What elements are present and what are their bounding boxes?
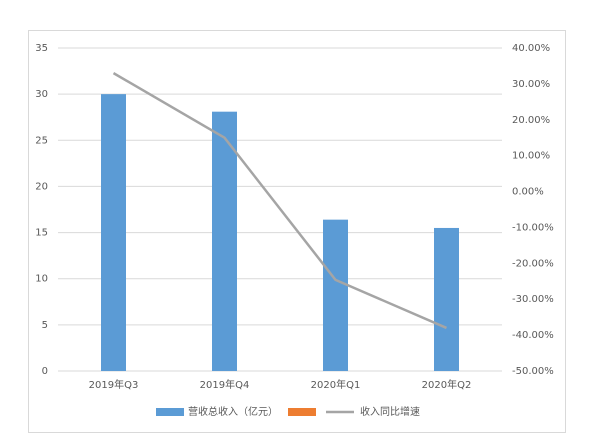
x-tick-label: 2020年Q2 bbox=[422, 378, 472, 391]
y2-tick-label: -40.00% bbox=[512, 330, 554, 341]
bar bbox=[434, 227, 459, 371]
y-tick-label: 10 bbox=[35, 274, 48, 285]
y-tick-label: 20 bbox=[35, 181, 48, 192]
y2-tick-label: -30.00% bbox=[512, 294, 554, 305]
y-tick-label: 15 bbox=[35, 228, 48, 239]
y-tick-label: 0 bbox=[42, 366, 48, 377]
x-tick-label: 2019年Q3 bbox=[89, 378, 139, 391]
y2-tick-label: 0.00% bbox=[512, 187, 544, 198]
y-tick-label: 5 bbox=[42, 320, 48, 331]
legend-swatch bbox=[156, 408, 184, 416]
y-tick-label: 25 bbox=[35, 135, 48, 146]
y2-tick-label: 40.00% bbox=[512, 43, 550, 54]
y2-tick-label: -20.00% bbox=[512, 258, 554, 269]
y2-tick-label: -50.00% bbox=[512, 366, 554, 377]
bar bbox=[101, 94, 126, 372]
y2-tick-label: 30.00% bbox=[512, 79, 550, 90]
x-tick-label: 2019年Q4 bbox=[200, 378, 250, 391]
legend-label: 收入同比增速 bbox=[360, 405, 420, 418]
line bbox=[112, 72, 447, 330]
bar bbox=[212, 111, 237, 372]
legend-label: 营收总收入（亿元） bbox=[188, 405, 278, 418]
y2-tick-label: 10.00% bbox=[512, 151, 550, 162]
bar bbox=[323, 219, 348, 371]
y-tick-label: 35 bbox=[35, 43, 48, 54]
y-tick-label: 30 bbox=[35, 89, 48, 100]
y2-tick-label: -10.00% bbox=[512, 222, 554, 233]
legend-swatch bbox=[288, 408, 316, 416]
y2-tick-label: 20.00% bbox=[512, 115, 550, 126]
x-tick-label: 2020年Q1 bbox=[311, 378, 361, 391]
